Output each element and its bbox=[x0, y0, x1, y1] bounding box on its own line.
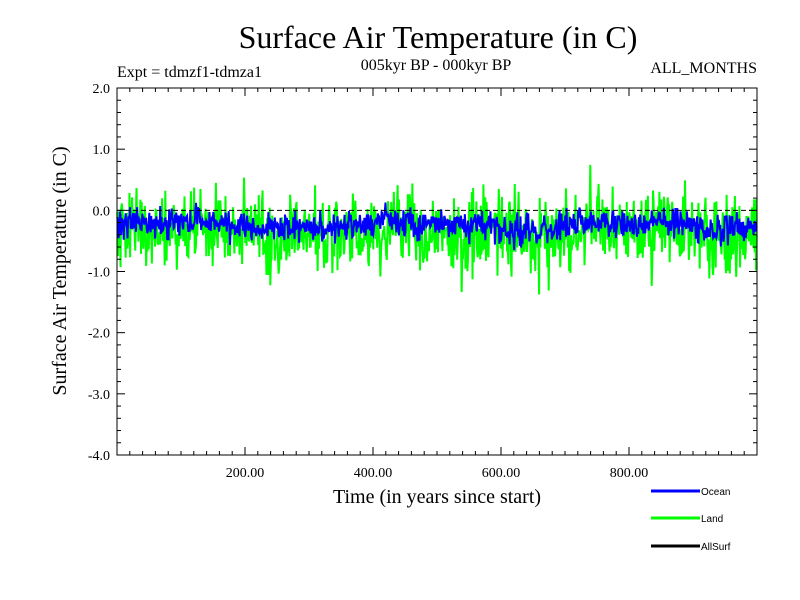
ocean-series-line bbox=[116, 202, 758, 251]
y-tick-label: -4.0 bbox=[88, 449, 110, 464]
chart-title: Surface Air Temperature (in C) bbox=[239, 19, 638, 55]
x-axis-label: Time (in years since start) bbox=[333, 486, 541, 508]
y-tick-label: -2.0 bbox=[88, 327, 110, 342]
period-label: 005kyr BP - 000kyr BP bbox=[361, 57, 512, 74]
y-tick-label: 2.0 bbox=[93, 82, 111, 97]
legend-label-land: Land bbox=[701, 514, 723, 525]
x-tick-label: 400.00 bbox=[354, 466, 393, 481]
x-tick-label: 200.00 bbox=[226, 466, 265, 481]
y-tick-label: -3.0 bbox=[88, 388, 110, 403]
months-label: ALL_MONTHS bbox=[650, 60, 757, 77]
legend: Ocean Land AllSurf bbox=[651, 487, 731, 553]
plot-frame bbox=[116, 87, 758, 456]
plot-area: 200.00 400.00 600.00 800.00 -4.0 -3.0 -2.0 -1.0… bbox=[88, 82, 758, 481]
y-tick-label: -1.0 bbox=[88, 266, 110, 281]
legend-label-ocean: Ocean bbox=[701, 487, 730, 498]
x-tick-label: 800.00 bbox=[610, 466, 649, 481]
y-tick-label: 0.0 bbox=[93, 204, 111, 219]
land-series-line bbox=[116, 164, 758, 295]
x-tick-label: 600.00 bbox=[482, 466, 521, 481]
y-axis-label: Surface Air Temperature (in C) bbox=[49, 146, 71, 395]
experiment-label: Expt = tdmzf1-tdmza1 bbox=[117, 64, 262, 81]
y-tick-label: 1.0 bbox=[93, 143, 111, 158]
legend-label-allsurf: AllSurf bbox=[701, 542, 731, 553]
